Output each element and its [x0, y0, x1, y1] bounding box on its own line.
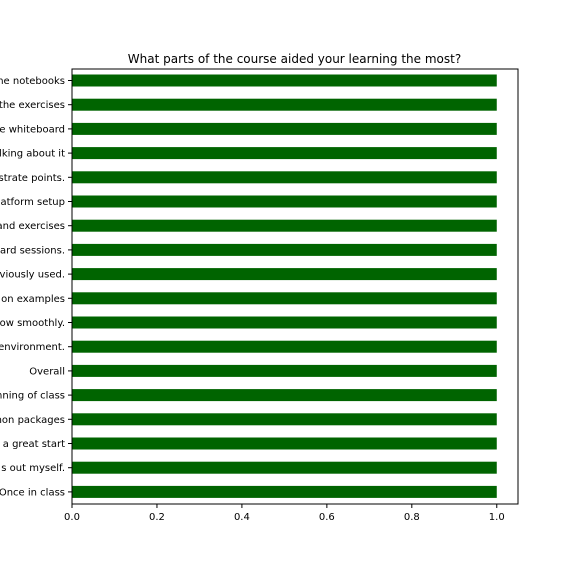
- x-tick-label: 1.0: [489, 512, 505, 523]
- x-tick-label: 0.2: [149, 512, 165, 523]
- y-tick-label: lking about it: [0, 149, 65, 160]
- y-tick-label: latform setup: [0, 197, 65, 208]
- y-tick-label: Once in class: [0, 487, 65, 498]
- y-tick-label: environment.: [0, 342, 65, 353]
- bar: [72, 316, 497, 329]
- y-tick-label: viously used.: [0, 270, 65, 281]
- x-tick-label: 0.6: [319, 512, 335, 523]
- x-tick-label: 0.0: [64, 512, 80, 523]
- bar: [72, 340, 497, 353]
- x-tick-label: 0.8: [404, 512, 420, 523]
- bar: [72, 437, 497, 450]
- bar: [72, 292, 497, 305]
- y-tick-label: nning of class: [0, 391, 65, 402]
- bar-group: [72, 74, 497, 498]
- chart-title: What parts of the course aided your lear…: [128, 52, 461, 66]
- y-tick-label: strate points.: [0, 173, 65, 184]
- bar: [72, 461, 497, 474]
- y-tick-label: ow smoothly.: [0, 318, 65, 329]
- bar: [72, 171, 497, 184]
- bar: [72, 74, 497, 87]
- y-tick-label: a great start: [3, 439, 65, 450]
- bar: [72, 122, 497, 135]
- bar: [72, 98, 497, 111]
- y-tick-label: he notebooks: [0, 76, 65, 87]
- y-tick-labels: he notebooks the exercises e whiteboard lki…: [0, 76, 72, 498]
- plot-frame: [71, 68, 519, 505]
- y-tick-label: ard sessions.: [0, 245, 65, 256]
- bar: [72, 219, 497, 232]
- x-axis: 0.0 0.2 0.4 0.6 0.8 1.0: [64, 504, 505, 523]
- y-tick-label: the exercises: [0, 100, 65, 111]
- y-tick-label: s out myself.: [1, 463, 65, 474]
- x-tick-label: 0.4: [234, 512, 250, 523]
- y-tick-label: hon packages: [0, 415, 65, 426]
- bar: [72, 389, 497, 402]
- bar: [72, 268, 497, 281]
- bar: [72, 364, 497, 377]
- y-tick-label: and exercises: [0, 221, 65, 232]
- bar: [72, 485, 497, 498]
- bar: [72, 147, 497, 160]
- bar: [72, 195, 497, 208]
- bar: [72, 243, 497, 256]
- y-tick-label: Overall: [29, 366, 65, 377]
- bar: [72, 413, 497, 426]
- y-tick-label: e whiteboard: [0, 124, 65, 135]
- y-tick-label: on examples: [1, 294, 65, 305]
